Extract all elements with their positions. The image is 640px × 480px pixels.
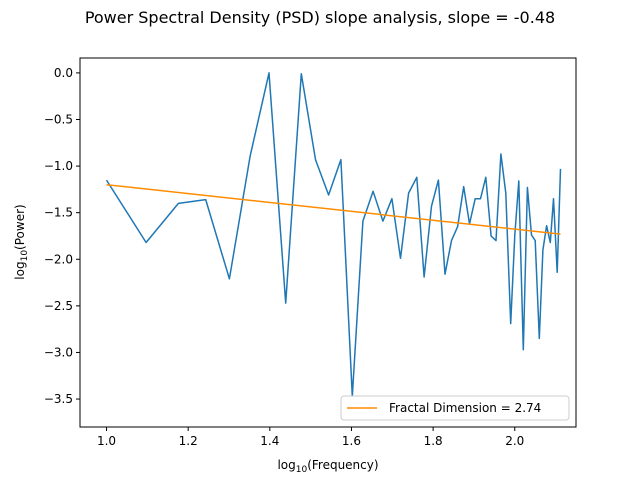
y-tick-label: −3.0 bbox=[44, 345, 73, 359]
x-tick-label: 1.6 bbox=[342, 434, 361, 448]
y-axis-label-prefix: log bbox=[13, 261, 27, 279]
x-axis-label-prefix: log bbox=[277, 458, 295, 472]
fractal-fit-line bbox=[106, 183, 561, 235]
x-tick-label: 2.0 bbox=[505, 434, 524, 448]
plot-area bbox=[80, 58, 576, 427]
y-tick-label: −1.5 bbox=[44, 206, 73, 220]
y-axis-label-suffix: (Power) bbox=[13, 204, 27, 250]
x-axis-label: log10(Frequency) bbox=[277, 458, 378, 475]
legend-box bbox=[340, 395, 570, 421]
x-tick-label: 1.2 bbox=[179, 434, 198, 448]
y-tick-label: −2.5 bbox=[44, 299, 73, 313]
legend-label-fractal: Fractal Dimension = 2.74 bbox=[389, 401, 541, 415]
x-tick-label: 1.8 bbox=[424, 434, 443, 448]
x-tick-label: 1.0 bbox=[97, 434, 116, 448]
y-axis-label: log10(Power) bbox=[13, 204, 30, 279]
x-axis-label-suffix: (Frequency) bbox=[307, 458, 378, 472]
x-axis-ticks: 1.0 1.2 1.4 1.6 1.8 2.0 bbox=[97, 427, 524, 448]
x-axis-label-subscript: 10 bbox=[296, 465, 308, 475]
y-tick-label: −3.5 bbox=[44, 392, 73, 406]
y-tick-label: −2.0 bbox=[44, 252, 73, 266]
y-axis-ticks: 0.0 −0.5 −1.0 −1.5 −2.0 −2.5 −3.0 −3.5 bbox=[44, 66, 80, 406]
x-tick-label: 1.4 bbox=[260, 434, 279, 448]
plot-frame bbox=[79, 57, 577, 428]
chart-title: Power Spectral Density (PSD) slope analy… bbox=[85, 8, 555, 27]
y-tick-label: −1.0 bbox=[44, 159, 73, 173]
legend: Fractal Dimension = 2.74 bbox=[340, 395, 570, 421]
y-tick-label: −0.5 bbox=[44, 113, 73, 127]
y-axis-label-subscript: 10 bbox=[20, 250, 30, 262]
psd-series-line bbox=[105, 72, 562, 398]
y-tick-label: 0.0 bbox=[54, 66, 73, 80]
